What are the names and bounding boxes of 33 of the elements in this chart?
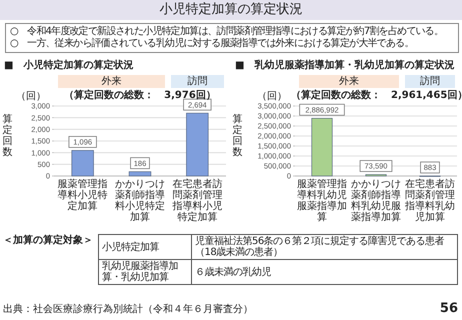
text: 訪問 [405, 75, 455, 88]
text: 56 [438, 301, 458, 317]
x-tick-label: 在宅患者訪問薬剤管理指導料小児特定加算 [171, 179, 224, 223]
text: ○ 令和4年度改定で新設された小児特定加算は、訪問薬剤管理指導における算定が約7割を占めている。 [10, 26, 444, 38]
x-tick-label: 在宅患者訪問薬剤管理指導料乳幼児加算 [404, 179, 456, 223]
text: ６歳未満の乳幼児 [195, 266, 272, 278]
x-tick-label: 服薬管理指導料乳幼児服薬指導加算 [296, 179, 348, 223]
bar [186, 112, 209, 176]
text: （回） [16, 91, 46, 102]
text: 外来 [299, 75, 399, 88]
x-tick-label: 服薬管理指導料小児特定加算 [56, 179, 109, 212]
x-tick-label: かかりつけ薬剤師指導料小児特定加算 [114, 179, 166, 223]
chart-subtitle: （算定回数の総数： 2,961,465回） [291, 90, 462, 102]
text: 児童福祉法第56条の６第２項に規定する障害児である患者 [195, 236, 446, 247]
y-axis-title: 算定回数 [232, 114, 243, 158]
bar [128, 171, 152, 176]
bar [71, 150, 94, 176]
chart-title: ■ 乳幼児服薬指導加算・乳幼児加算の算定状況 [235, 60, 456, 72]
text: 小児特定加算の算定状況 [0, 0, 462, 20]
text: ○ 一方、従来から評価されている乳幼児に対する服薬指導では外来における算定が大半である。 [10, 38, 415, 50]
y-axis-title: 算定回数 [2, 114, 13, 158]
text: 訪問 [170, 75, 224, 88]
text: 外来 [58, 75, 165, 88]
bar [311, 118, 333, 176]
source-note: 出典：社会医療診療行為別統計（令和４年６月審査分） [3, 304, 254, 316]
text: （回） [257, 91, 287, 102]
text: ＜加算の算定対象＞ [3, 235, 94, 246]
chart-title: ■ 小児特定加算の算定状況 [4, 60, 134, 72]
text: 乳幼児服薬指導加算・乳幼児加算 [98, 260, 192, 284]
chart-subtitle: （算定回数の総数： 3,976回） [63, 90, 217, 102]
text: 小児特定加算 [98, 234, 192, 260]
x-tick-label: かかりつけ薬剤師指導料乳幼児服薬指導加算 [350, 179, 402, 223]
text: （18歳未満の患者） [195, 247, 284, 258]
